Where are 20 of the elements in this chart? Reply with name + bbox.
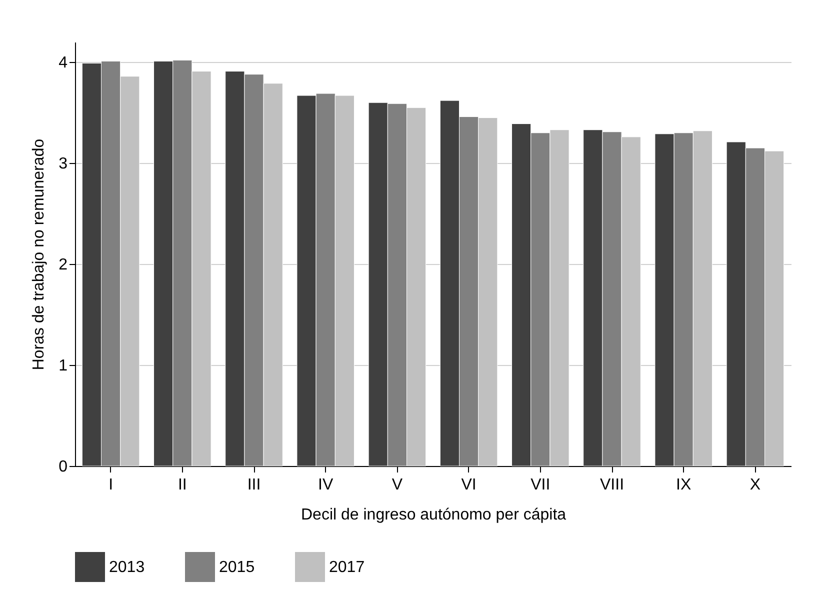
x-tick-label: II <box>178 476 187 494</box>
y-tick-label: 2 <box>58 256 68 274</box>
x-tick-label: VII <box>530 476 550 494</box>
x-tick-label: VIII <box>600 476 624 494</box>
x-tick-label: V <box>392 476 403 494</box>
legend-label: 2017 <box>329 559 365 576</box>
legend-label: 2015 <box>219 559 255 576</box>
y-tick-label: 3 <box>58 156 68 173</box>
x-axis-title: Decil de ingreso autónomo per cápita <box>300 506 566 524</box>
x-tick-label: I <box>108 476 114 494</box>
y-tick-label: 0 <box>58 458 68 476</box>
x-tick-label: X <box>750 476 761 494</box>
y-tick-label: 1 <box>58 358 68 375</box>
x-tick-label: IX <box>676 476 692 494</box>
x-tick-label: III <box>247 476 261 494</box>
y-tick-label: 4 <box>58 54 68 72</box>
y-axis-title: Horas de trabajo no remunerado <box>30 138 48 370</box>
legend-label: 2013 <box>109 559 145 576</box>
x-tick-label: IV <box>318 476 334 494</box>
x-tick-label: VI <box>461 476 476 494</box>
